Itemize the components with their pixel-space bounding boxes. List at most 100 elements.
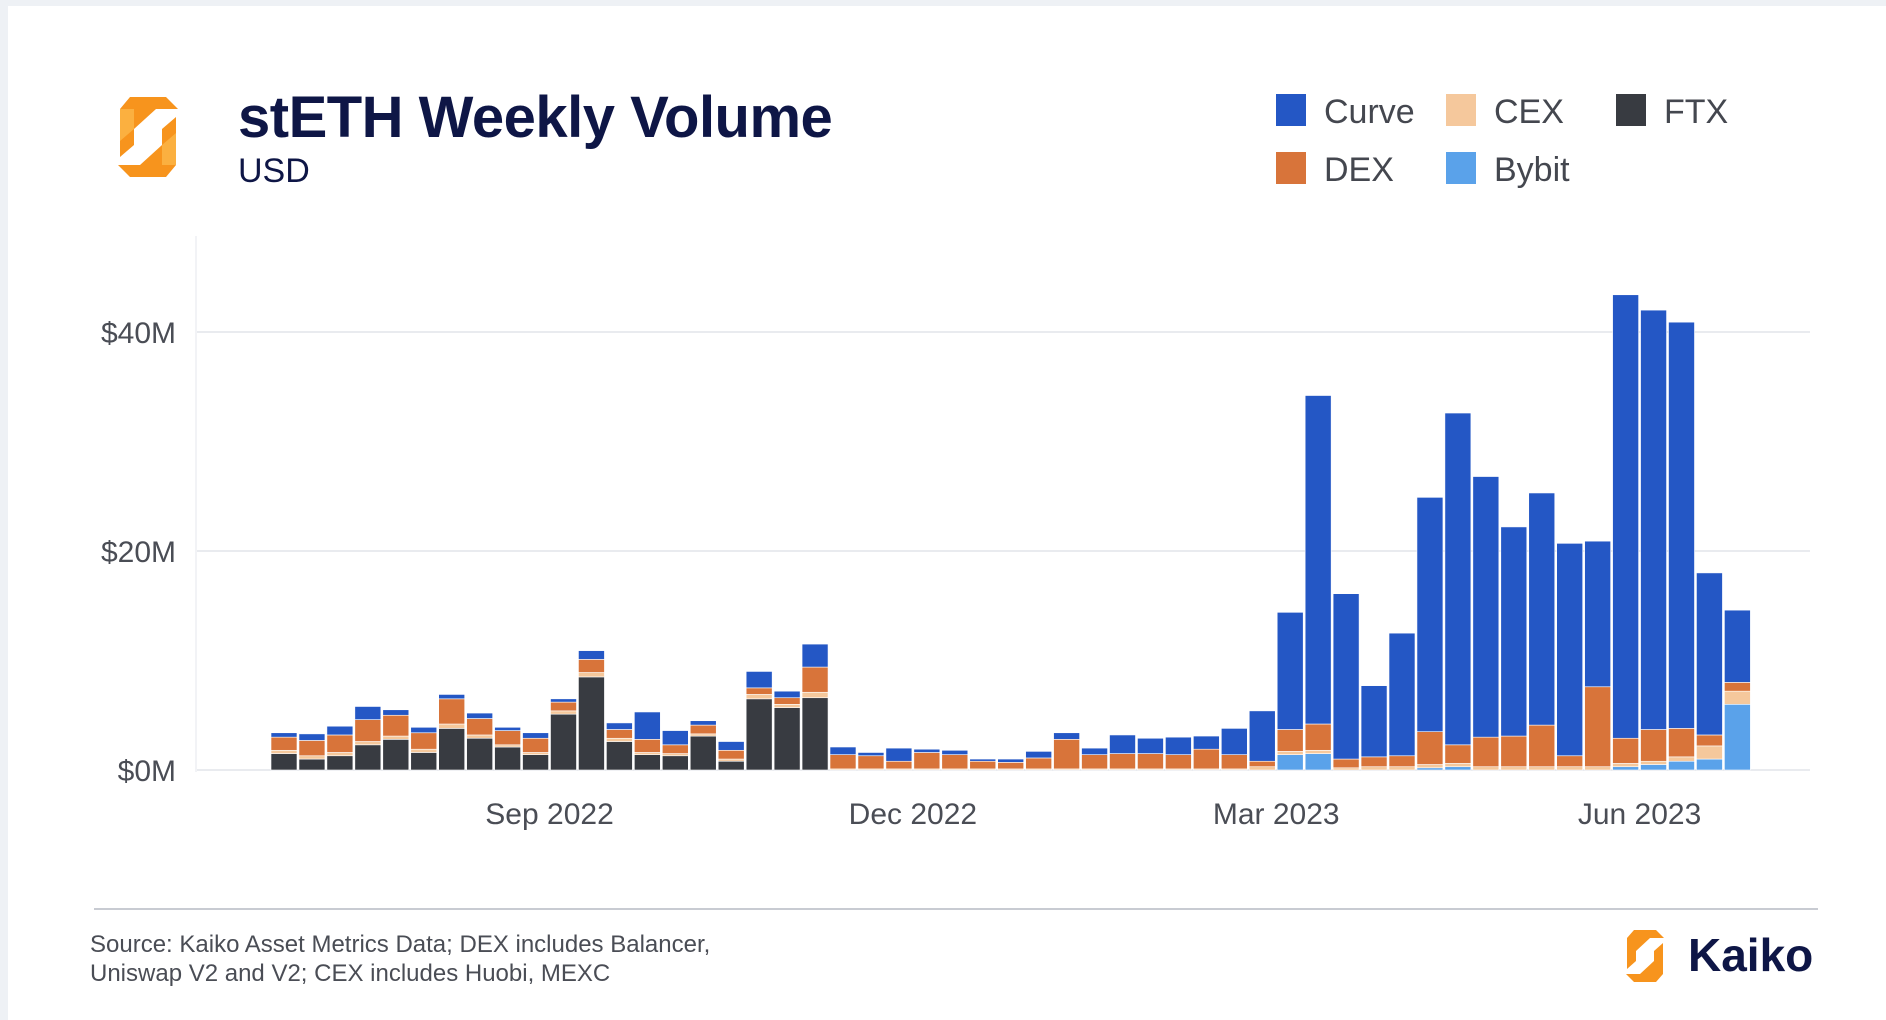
bar-segment-dex xyxy=(745,687,773,695)
bar-segment-curve xyxy=(1109,734,1136,754)
bar-segment-bybit xyxy=(1416,767,1444,771)
bar-segment-bybit xyxy=(1668,760,1695,771)
bar-segment-cex xyxy=(1416,764,1444,769)
bar-segment-ftx xyxy=(298,758,326,771)
legend: Curve CEX FTX DEX Bybit xyxy=(1276,93,1728,189)
bar-segment-curve xyxy=(1724,609,1751,683)
bar-segment-curve xyxy=(1053,732,1080,740)
legend-swatch-dex xyxy=(1276,152,1306,184)
bar-week-jul-04-2022 xyxy=(270,732,298,771)
bar-week-aug-08-2022 xyxy=(410,726,438,771)
bar-segment-cex xyxy=(326,752,354,757)
bar-week-may-08-2023 xyxy=(1500,526,1528,771)
bar-segment-ftx xyxy=(578,676,605,771)
bar-segment-dex xyxy=(1276,729,1304,752)
bar-segment-dex xyxy=(438,698,466,725)
bar-segment-cex xyxy=(550,710,577,715)
bar-segment-dex xyxy=(1500,735,1528,768)
bar-week-nov-21-2022 xyxy=(829,746,857,771)
bar-segment-cex xyxy=(689,733,717,737)
legend-item-cex: CEX xyxy=(1446,93,1564,131)
bar-segment-cex xyxy=(717,758,745,762)
chart-subtitle: USD xyxy=(238,152,310,190)
bar-week-nov-14-2022 xyxy=(801,643,829,771)
bar-segment-curve xyxy=(745,671,773,689)
bar-segment-cex xyxy=(634,752,661,755)
bar-segment-curve xyxy=(689,720,717,726)
source-line-1: Source: Kaiko Asset Metrics Data; DEX in… xyxy=(90,931,711,958)
bar-week-oct-03-2022 xyxy=(634,711,661,771)
bar-segment-dex xyxy=(885,760,913,770)
bar-segment-curve xyxy=(1528,492,1556,726)
bar-segment-cex xyxy=(606,737,633,742)
kaiko-logo-icon xyxy=(118,97,178,177)
bar-week-sep-05-2022 xyxy=(522,732,549,771)
bar-segment-cex xyxy=(1668,756,1695,762)
bar-segment-dex xyxy=(550,701,577,712)
source-line-2: Uniswap V2 and V2; CEX includes Huobi, M… xyxy=(90,960,611,987)
bar-week-jun-12-2023 xyxy=(1640,309,1667,771)
bar-segment-curve xyxy=(969,758,997,762)
bar-week-sep-26-2022 xyxy=(606,722,633,771)
bar-week-mar-13-2023 xyxy=(1276,612,1304,771)
bar-segment-dex xyxy=(1444,744,1472,764)
bar-segment-curve xyxy=(1668,321,1695,729)
x-tick-label: Jun 2023 xyxy=(1578,798,1701,831)
bar-segment-ftx xyxy=(326,755,354,771)
bar-segment-dex xyxy=(661,744,689,754)
bar-week-may-22-2023 xyxy=(1556,543,1583,771)
bar-segment-curve xyxy=(997,758,1025,763)
bar-segment-cex xyxy=(1360,766,1388,771)
bar-segment-dex xyxy=(522,737,549,753)
x-axis: Sep 2022 Dec 2022 Mar 2023 Jun 2023 xyxy=(485,798,1701,831)
bar-segment-cex xyxy=(382,735,410,740)
bar-segment-dex xyxy=(1109,753,1136,770)
bar-segment-dex xyxy=(1668,728,1695,758)
bar-week-sep-19-2022 xyxy=(578,650,605,771)
bar-segment-cex xyxy=(1528,766,1556,771)
bar-segment-curve xyxy=(1360,685,1388,758)
brand-name: Kaiko xyxy=(1688,929,1814,981)
legend-item-dex: DEX xyxy=(1276,151,1394,189)
bar-segment-cex xyxy=(494,744,521,748)
bar-week-jul-11-2022 xyxy=(298,733,326,771)
bar-segment-cex xyxy=(1556,766,1583,771)
x-tick-label: Sep 2022 xyxy=(485,798,613,831)
legend-swatch-curve xyxy=(1276,94,1306,126)
bar-segment-ftx xyxy=(550,713,577,771)
bar-week-oct-17-2022 xyxy=(689,720,717,771)
bar-segment-dex xyxy=(1416,731,1444,765)
bar-segment-dex xyxy=(326,734,354,753)
bar-segment-dex xyxy=(298,740,326,757)
bar-segment-dex xyxy=(1053,739,1080,770)
bar-segment-curve xyxy=(1137,737,1164,754)
bar-segment-ftx xyxy=(466,737,493,771)
bar-segment-dex xyxy=(1696,734,1723,747)
bar-week-jul-25-2022 xyxy=(354,706,382,771)
bar-segment-bybit xyxy=(1640,764,1667,771)
bar-segment-ftx xyxy=(606,741,633,771)
bar-week-aug-15-2022 xyxy=(438,694,466,771)
y-axis: $0M $20M $40M xyxy=(101,317,176,788)
bar-segment-curve xyxy=(1612,294,1639,739)
bar-segment-cex xyxy=(773,703,801,708)
legend-label-cex: CEX xyxy=(1494,93,1564,131)
bar-segment-curve xyxy=(829,746,857,755)
bar-week-may-15-2023 xyxy=(1528,492,1556,771)
bar-week-feb-13-2023 xyxy=(1165,736,1192,771)
bar-segment-cex xyxy=(1304,749,1332,754)
bar-segment-dex xyxy=(634,739,661,753)
bar-segment-dex xyxy=(410,732,438,750)
bar-week-mar-27-2023 xyxy=(1332,593,1360,771)
bar-segment-cex xyxy=(1276,751,1304,755)
bar-week-aug-22-2022 xyxy=(466,712,493,771)
bar-segment-dex xyxy=(857,755,885,770)
bar-segment-bybit xyxy=(1612,766,1639,771)
bar-week-aug-01-2022 xyxy=(382,709,410,771)
bar-segment-curve xyxy=(326,725,354,736)
source-note: Source: Kaiko Asset Metrics Data; DEX in… xyxy=(90,930,710,988)
bar-segment-dex xyxy=(1584,686,1611,768)
bar-week-jan-02-2023 xyxy=(997,758,1025,771)
legend-item-ftx: FTX xyxy=(1616,93,1728,131)
